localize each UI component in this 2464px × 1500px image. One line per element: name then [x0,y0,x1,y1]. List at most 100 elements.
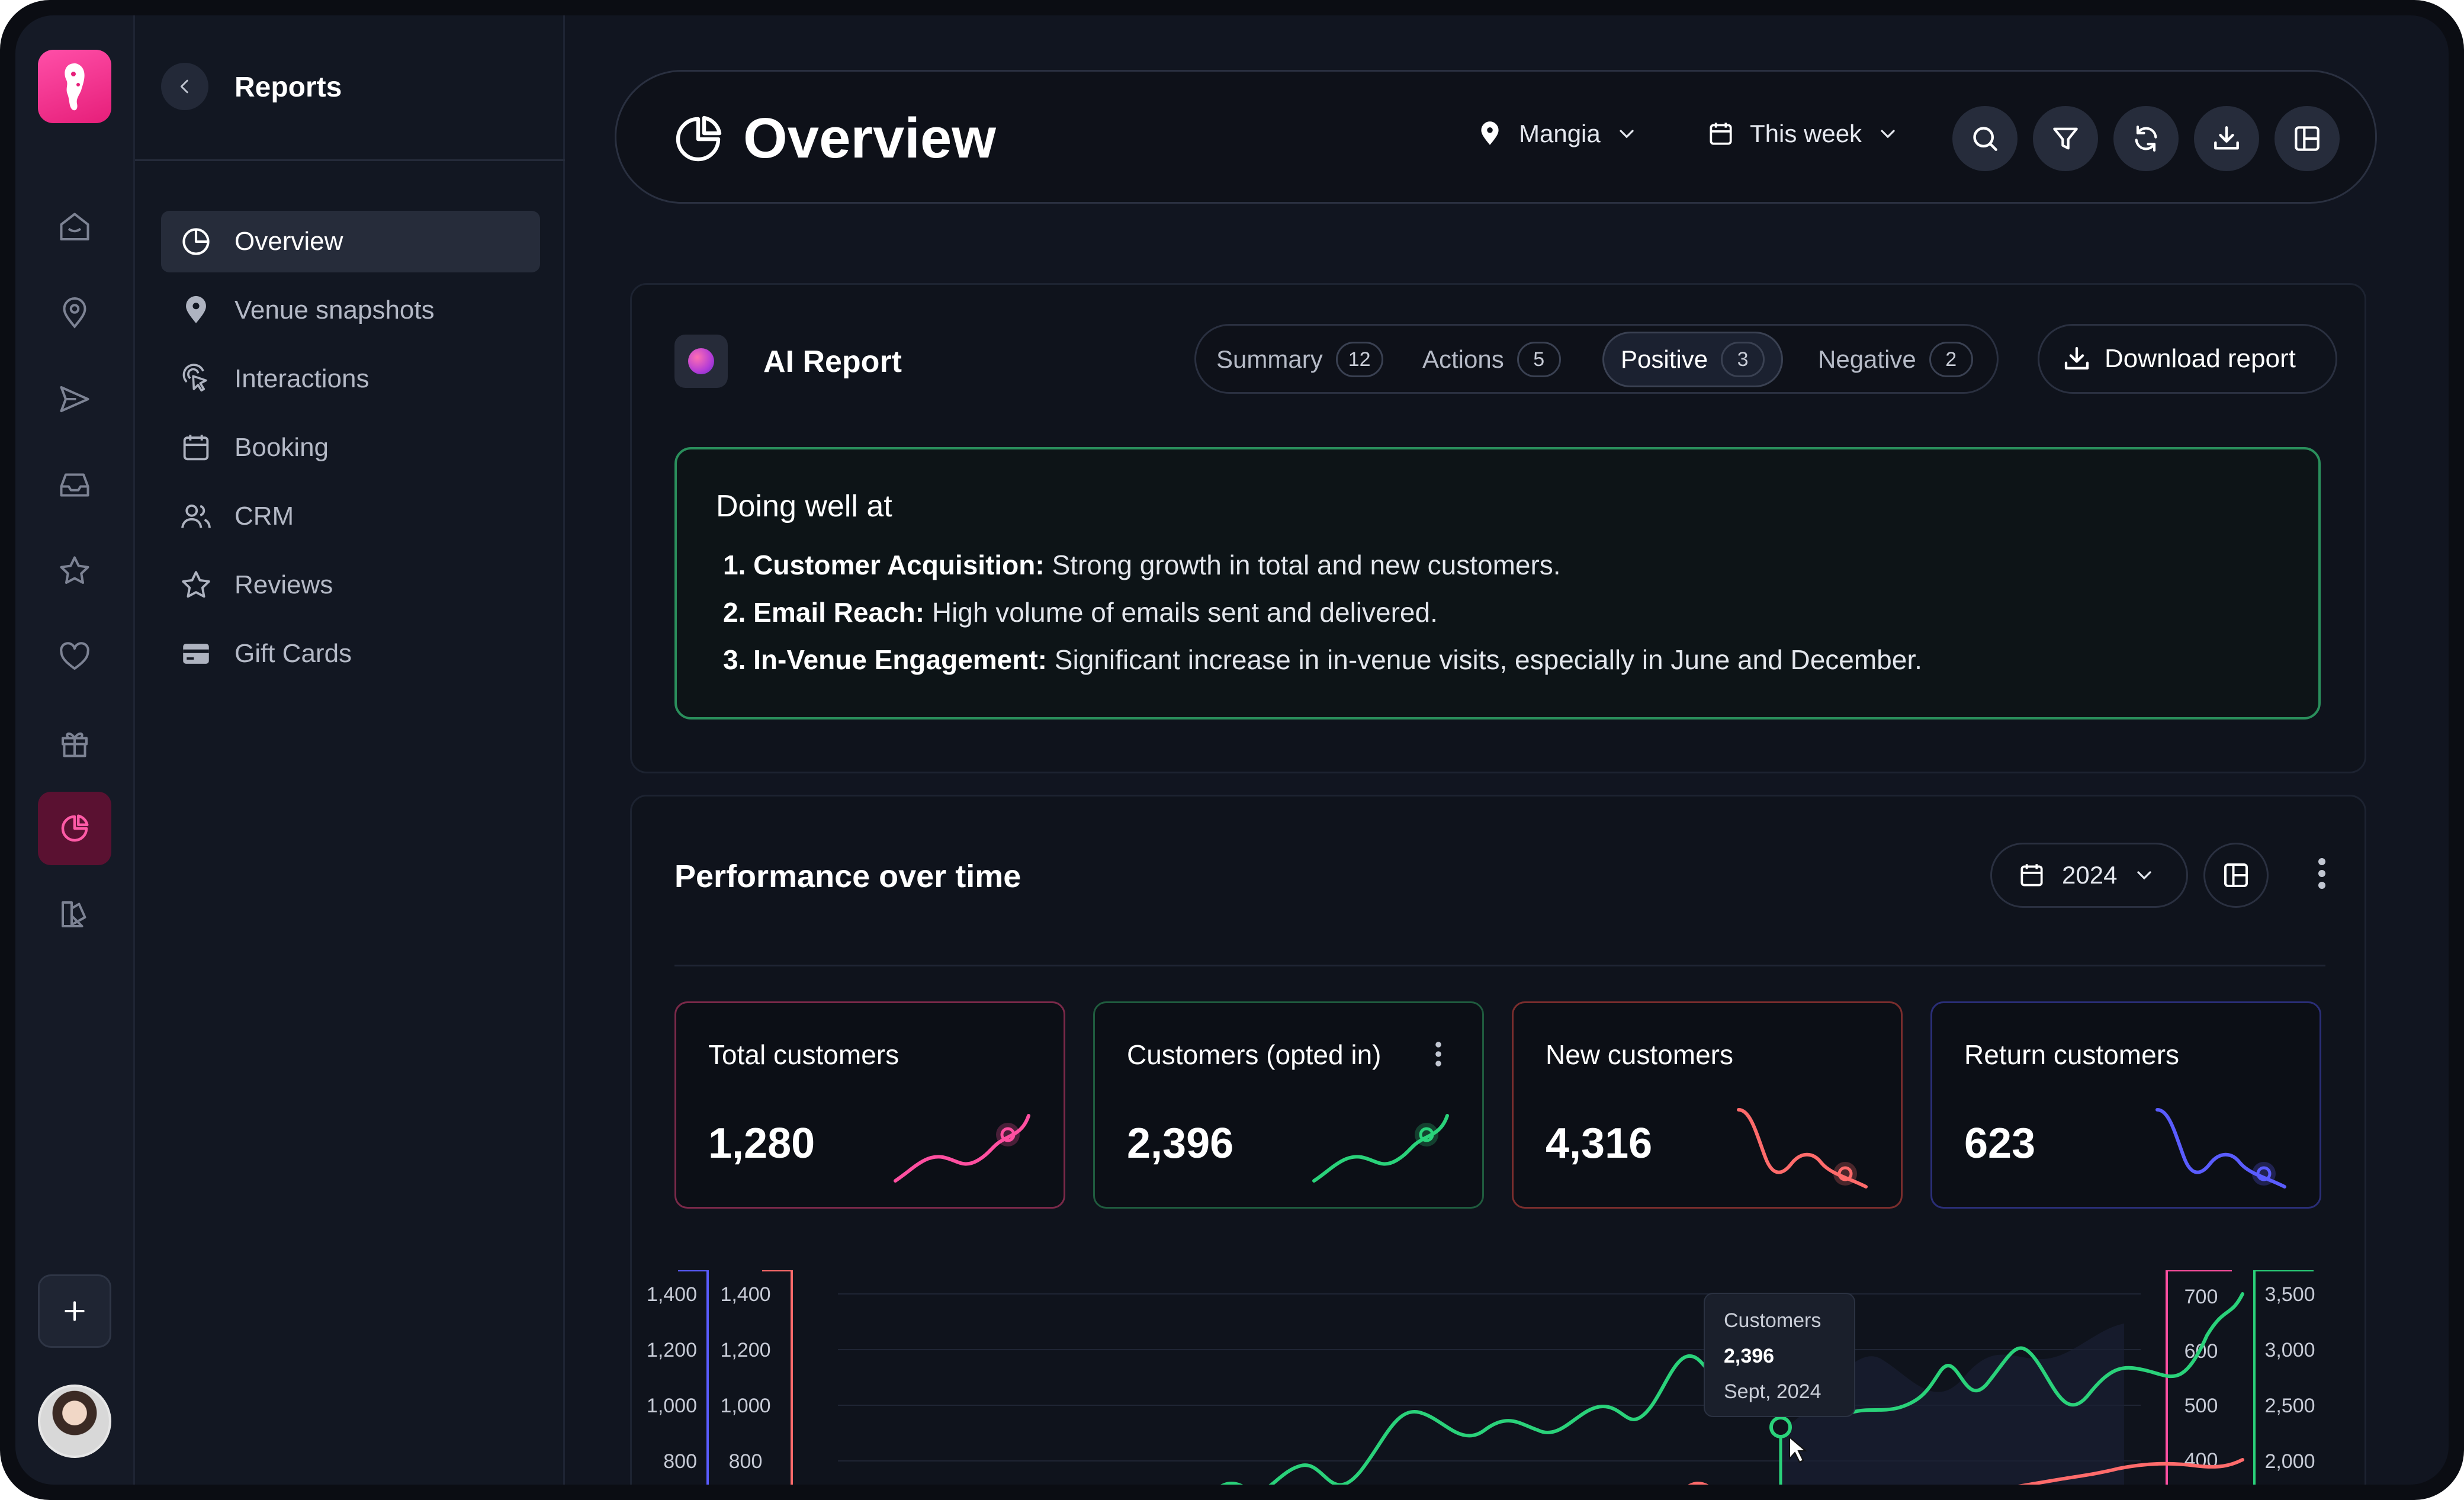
performance-chart: 1,400 1,200 1,000 800 1,400 1,200 1,000 … [647,1270,2315,1485]
tab-count: 3 [1721,342,1765,377]
reports-sidebar: Reports Overview Venue snapshots Interac… [135,15,565,1485]
item-text: High volume of emails sent and delivered… [924,597,1438,628]
calendar-icon [1710,123,1732,145]
item-text: Significant increase in in-venue visits,… [1047,644,1922,675]
kpi-customers-opted-in[interactable]: Customers (opted in) 2,396 [1093,1001,1484,1209]
item-number: 1. [723,550,746,580]
axis-right-inner [2166,1270,2232,1485]
tick-label: 500 [2184,1395,2218,1417]
year-dropdown[interactable]: 2024 [1990,843,2188,908]
list-item: 2. Email Reach: High volume of emails se… [723,596,1438,628]
sidebar-item-crm[interactable]: CRM [161,486,540,547]
tab-actions[interactable]: Actions 5 [1406,332,1578,387]
kpi-label: Total customers [708,1039,899,1070]
tick-label: 700 [2184,1286,2218,1308]
layout-icon [2224,863,2248,888]
kpi-return-customers[interactable]: Return customers 623 [1930,1001,2321,1209]
sidebar-item-label: Reviews [234,570,333,599]
tick-label: 2,000 [2264,1450,2315,1473]
chart-layout-button[interactable] [2203,843,2269,908]
rail-reviews[interactable] [38,534,111,608]
layout-button[interactable] [2275,106,2340,171]
item-number: 2. [723,597,746,628]
tab-negative[interactable]: Negative 2 [1801,332,1990,387]
kpi-new-customers[interactable]: New customers 4,316 [1512,1001,1903,1209]
tick-label: 1,000 [647,1395,697,1417]
period-dropdown[interactable]: This week [1706,119,1900,149]
sidebar-item-label: Gift Cards [234,639,352,668]
heart-icon [60,642,89,670]
doing-well-panel: Doing well at 1. Customer Acquisition: S… [674,447,2321,720]
back-button[interactable] [161,63,208,110]
tick-label: 3,000 [2264,1339,2315,1361]
hover-point[interactable] [1769,1416,1792,1438]
rail-locations[interactable] [38,277,111,350]
sparkline [894,1114,1030,1183]
sidebar-item-venue-snapshots[interactable]: Venue snapshots [161,280,540,341]
rail-loyalty[interactable] [38,620,111,693]
more-options-icon[interactable] [1434,1038,1443,1071]
download-button[interactable] [2194,106,2259,171]
sidebar-item-gift-cards[interactable]: Gift Cards [161,623,540,685]
ai-report-icon [674,335,728,388]
filter-button[interactable] [2033,106,2098,171]
divider [674,965,2325,966]
page-header: Overview Mangia This week [615,70,2377,204]
rail-inbox[interactable] [38,448,111,522]
download-icon [2064,346,2089,370]
rail-campaigns[interactable] [38,362,111,436]
refresh-icon [2135,126,2157,152]
axis-left-inner [762,1270,793,1485]
year-value: 2024 [2062,861,2118,889]
more-options-icon[interactable] [2316,856,2328,891]
report-tabs: Summary 12 Actions 5 Positive 3 Negative… [1194,324,1999,394]
tick-label: 800 [663,1450,697,1473]
map-pin-icon [63,297,86,329]
kpi-total-customers[interactable]: Total customers 1,280 [674,1001,1065,1209]
map-pin-icon [1481,121,1499,145]
venue-dropdown[interactable]: Mangia [1475,119,1639,149]
sidebar-item-overview[interactable]: Overview [161,211,540,272]
refresh-button[interactable] [2113,106,2179,171]
item-text: Strong growth in total and new customers… [1044,550,1561,580]
rail-gifts[interactable] [38,706,111,779]
sparkline [2155,1108,2286,1189]
ai-report-title: AI Report [763,345,902,379]
ticks-left-inner: 1,400 1,200 1,000 800 [720,1283,770,1473]
chevron-down-icon [2137,871,2152,880]
search-icon [1973,127,1997,151]
tick-label: 3,500 [2264,1283,2315,1306]
app-logo[interactable] [38,50,111,123]
tick-label: 1,400 [720,1283,770,1306]
tick-label: 1,200 [720,1339,770,1361]
kpi-label: Customers (opted in) [1127,1039,1382,1070]
pie-chart-icon [676,115,722,162]
kpi-value: 623 [1964,1120,2036,1167]
sidebar-item-label: Booking [234,433,329,462]
gift-icon [62,733,88,757]
download-report-button[interactable]: Download report [2038,324,2337,394]
item-number: 3. [723,644,746,675]
tooltip-date: Sept, 2024 [1724,1380,1822,1403]
sidebar-item-label: Interactions [234,364,370,393]
tab-summary[interactable]: Summary 12 [1200,332,1400,387]
sidebar-item-reviews[interactable]: Reviews [161,554,540,616]
star-icon [182,571,210,598]
sidebar-item-label: Venue snapshots [234,295,435,325]
pointer-click-icon [182,364,207,392]
search-button[interactable] [1952,106,2018,171]
sidebar-item-interactions[interactable]: Interactions [161,348,540,410]
ticks-right-outer: 3,500 3,000 2,500 2,000 [2264,1283,2315,1473]
kpi-value: 4,316 [1546,1120,1653,1167]
performance-card: Performance over time 2024 Total custome… [630,795,2366,1485]
kpi-label: Return customers [1964,1039,2180,1070]
ticks-right-inner: 700 600 500 400 [2184,1286,2218,1472]
add-button[interactable] [38,1274,111,1348]
rail-home[interactable] [38,191,111,264]
rail-brand[interactable] [38,878,111,951]
download-report-label: Download report [2105,344,2296,373]
sidebar-item-booking[interactable]: Booking [161,417,540,478]
rail-reports[interactable] [38,792,111,865]
tab-positive[interactable]: Positive 3 [1602,332,1784,387]
user-avatar[interactable] [38,1385,111,1458]
